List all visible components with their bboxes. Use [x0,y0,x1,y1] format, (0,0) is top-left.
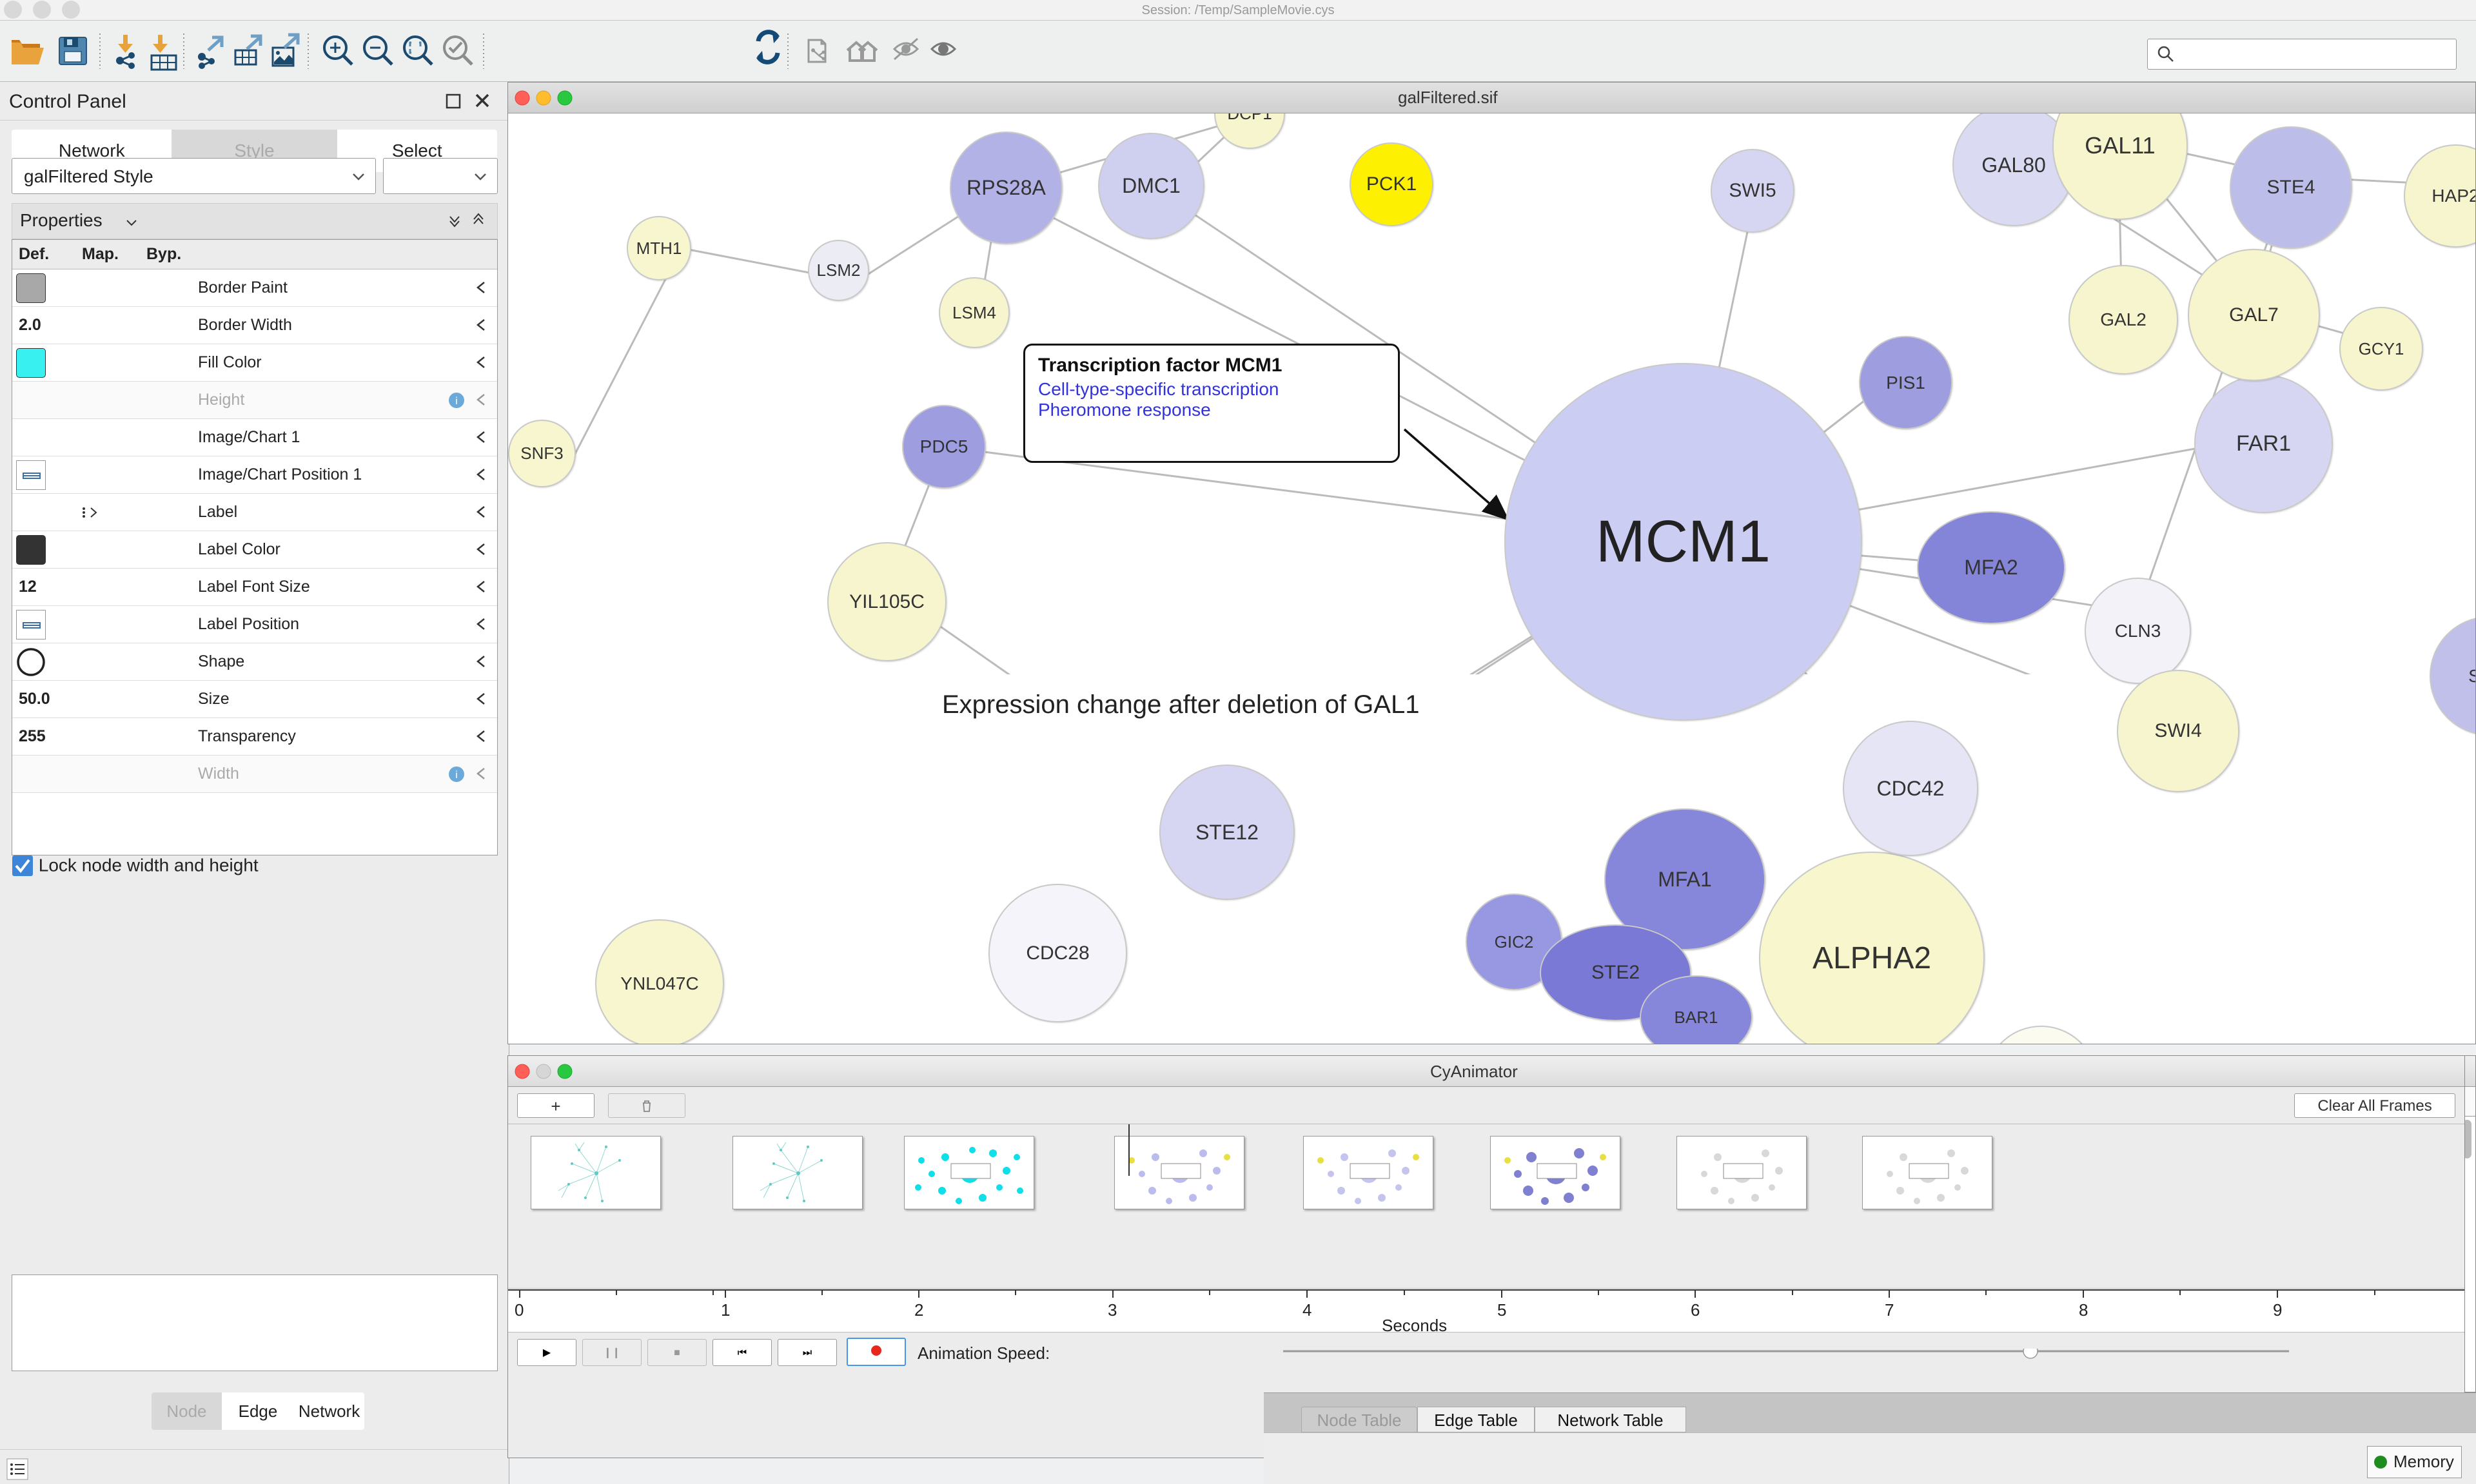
svg-text:i: i [455,770,458,781]
svg-text:i: i [455,396,458,407]
